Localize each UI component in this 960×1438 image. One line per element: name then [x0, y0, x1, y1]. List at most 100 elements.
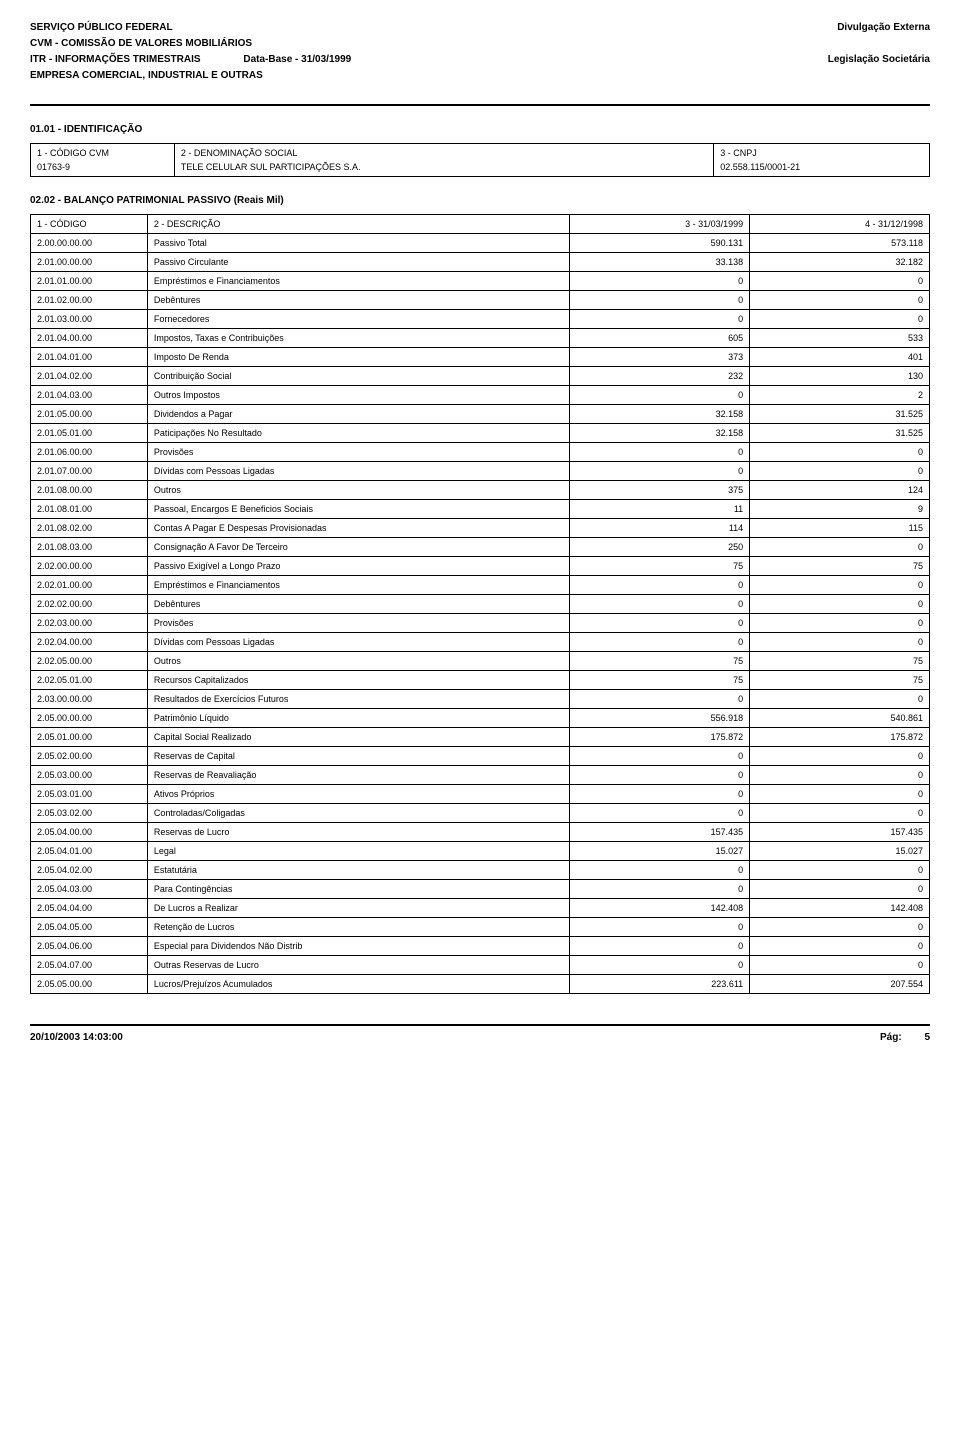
row-desc: Patrimônio Líquido: [147, 709, 570, 728]
row-desc: Outros: [147, 652, 570, 671]
row-val1: 0: [570, 956, 750, 975]
row-desc: Controladas/Coligadas: [147, 804, 570, 823]
header-line-4: EMPRESA COMERCIAL, INDUSTRIAL E OUTRAS: [30, 68, 828, 84]
row-val2: 175.872: [750, 728, 930, 747]
row-val2: 0: [750, 804, 930, 823]
row-val2: 2: [750, 386, 930, 405]
row-val2: 0: [750, 291, 930, 310]
row-desc: Passivo Total: [147, 234, 570, 253]
row-desc: Passivo Exigível a Longo Prazo: [147, 557, 570, 576]
row-val2: 0: [750, 861, 930, 880]
table-row: 2.05.00.00.00Patrimônio Líquido556.91854…: [31, 709, 930, 728]
table-row: 2.02.03.00.00Provisões00: [31, 614, 930, 633]
row-val2: 0: [750, 690, 930, 709]
table-row: 2.05.04.03.00Para Contingências00: [31, 880, 930, 899]
row-code: 2.05.01.00.00: [31, 728, 148, 747]
footer-page-num: 5: [924, 1032, 930, 1043]
header-left-block: SERVIÇO PÚBLICO FEDERAL CVM - COMISSÃO D…: [30, 20, 828, 84]
row-desc: Reservas de Reavaliação: [147, 766, 570, 785]
row-val1: 75: [570, 671, 750, 690]
row-code: 2.05.03.01.00: [31, 785, 148, 804]
footer-page-label: Pág:: [880, 1032, 902, 1043]
row-desc: Ativos Próprios: [147, 785, 570, 804]
table-row: 2.02.05.00.00Outros7575: [31, 652, 930, 671]
ident-col1-label: 1 - CÓDIGO CVM: [37, 148, 168, 158]
row-val2: 207.554: [750, 975, 930, 994]
row-val2: 533: [750, 329, 930, 348]
row-code: 2.01.01.00.00: [31, 272, 148, 291]
row-val2: 0: [750, 462, 930, 481]
row-val2: 9: [750, 500, 930, 519]
balance-header-row: 1 - CÓDIGO 2 - DESCRIÇÃO 3 - 31/03/1999 …: [31, 215, 930, 234]
header-rule: [30, 104, 930, 106]
row-val2: 0: [750, 614, 930, 633]
row-desc: Passoal, Encargos E Beneficios Sociais: [147, 500, 570, 519]
row-code: 2.01.04.02.00: [31, 367, 148, 386]
row-desc: Empréstimos e Financiamentos: [147, 576, 570, 595]
row-desc: Imposto De Renda: [147, 348, 570, 367]
row-desc: Debêntures: [147, 291, 570, 310]
row-val1: 0: [570, 386, 750, 405]
table-row: 2.00.00.00.00Passivo Total590.131573.118: [31, 234, 930, 253]
row-code: 2.01.02.00.00: [31, 291, 148, 310]
row-code: 2.02.00.00.00: [31, 557, 148, 576]
row-code: 2.05.05.00.00: [31, 975, 148, 994]
row-val2: 0: [750, 443, 930, 462]
identificacao-table: 1 - CÓDIGO CVM 01763-9 2 - DENOMINAÇÃO S…: [30, 143, 930, 177]
row-code: 2.02.01.00.00: [31, 576, 148, 595]
row-val1: 232: [570, 367, 750, 386]
table-row: 2.01.04.02.00Contribuição Social232130: [31, 367, 930, 386]
row-desc: Recursos Capitalizados: [147, 671, 570, 690]
row-code: 2.05.04.00.00: [31, 823, 148, 842]
row-desc: Capital Social Realizado: [147, 728, 570, 747]
row-val1: 0: [570, 576, 750, 595]
table-row: 2.02.01.00.00Empréstimos e Financiamento…: [31, 576, 930, 595]
table-row: 2.01.00.00.00Passivo Circulante33.13832.…: [31, 253, 930, 272]
table-row: 2.05.05.00.00Lucros/Prejuízos Acumulados…: [31, 975, 930, 994]
row-val2: 0: [750, 538, 930, 557]
row-val1: 0: [570, 804, 750, 823]
ident-col3-label: 3 - CNPJ: [720, 148, 923, 158]
row-val2: 115: [750, 519, 930, 538]
table-row: 2.01.07.00.00Dívidas com Pessoas Ligadas…: [31, 462, 930, 481]
row-val1: 590.131: [570, 234, 750, 253]
row-val2: 15.027: [750, 842, 930, 861]
row-code: 2.02.04.00.00: [31, 633, 148, 652]
row-val1: 373: [570, 348, 750, 367]
row-val2: 0: [750, 918, 930, 937]
row-val1: 0: [570, 272, 750, 291]
balance-table: 1 - CÓDIGO 2 - DESCRIÇÃO 3 - 31/03/1999 …: [30, 214, 930, 994]
ident-section-title: 01.01 - IDENTIFICAÇÃO: [30, 124, 930, 135]
table-row: 2.05.02.00.00Reservas de Capital00: [31, 747, 930, 766]
table-row: 2.01.05.00.00Dividendos a Pagar32.15831.…: [31, 405, 930, 424]
row-code: 2.01.08.00.00: [31, 481, 148, 500]
row-desc: Empréstimos e Financiamentos: [147, 272, 570, 291]
row-val1: 0: [570, 937, 750, 956]
table-row: 2.01.02.00.00Debêntures00: [31, 291, 930, 310]
row-val1: 75: [570, 557, 750, 576]
row-val2: 540.861: [750, 709, 930, 728]
row-code: 2.05.04.02.00: [31, 861, 148, 880]
row-val2: 0: [750, 272, 930, 291]
row-val1: 32.158: [570, 405, 750, 424]
row-val1: 0: [570, 785, 750, 804]
table-row: 2.05.01.00.00Capital Social Realizado 175…: [31, 728, 930, 747]
row-desc: Dívidas com Pessoas Ligadas: [147, 633, 570, 652]
row-code: 2.05.00.00.00: [31, 709, 148, 728]
row-val1: 142.408: [570, 899, 750, 918]
row-code: 2.01.04.00.00: [31, 329, 148, 348]
row-desc: Lucros/Prejuízos Acumulados: [147, 975, 570, 994]
header-right-2: Legislação Societária: [828, 52, 930, 68]
row-code: 2.02.02.00.00: [31, 595, 148, 614]
row-val2: 31.525: [750, 424, 930, 443]
row-code: 2.01.08.03.00: [31, 538, 148, 557]
row-val2: 32.182: [750, 253, 930, 272]
row-code: 2.00.00.00.00: [31, 234, 148, 253]
table-row: 2.01.04.01.00Imposto De Renda373401: [31, 348, 930, 367]
table-row: 2.01.01.00.00Empréstimos e Financiamento…: [31, 272, 930, 291]
table-row: 2.01.03.00.00Fornecedores00: [31, 310, 930, 329]
row-desc: Dívidas com Pessoas Ligadas: [147, 462, 570, 481]
row-val1: 32.158: [570, 424, 750, 443]
row-val1: 605: [570, 329, 750, 348]
header-line-3: ITR - INFORMAÇÕES TRIMESTRAIS Data-Base …: [30, 52, 828, 68]
